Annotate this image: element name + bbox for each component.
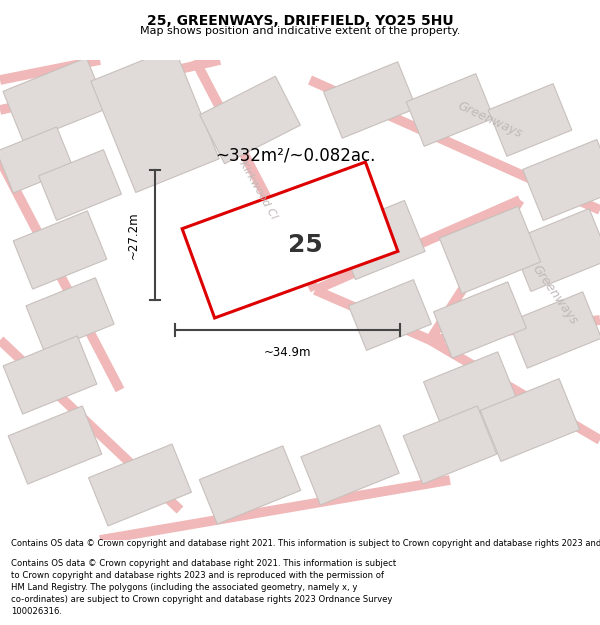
Text: 25: 25 bbox=[287, 233, 322, 257]
Polygon shape bbox=[91, 48, 219, 192]
Polygon shape bbox=[26, 278, 114, 352]
Polygon shape bbox=[89, 444, 191, 526]
Polygon shape bbox=[480, 379, 580, 461]
Polygon shape bbox=[439, 206, 541, 294]
Text: Greenways: Greenways bbox=[455, 99, 524, 141]
Text: 100026316.: 100026316. bbox=[11, 607, 62, 616]
Text: Greenways: Greenways bbox=[530, 262, 580, 328]
Polygon shape bbox=[523, 139, 600, 221]
Polygon shape bbox=[3, 58, 107, 142]
Polygon shape bbox=[182, 162, 398, 318]
Polygon shape bbox=[349, 279, 431, 351]
Polygon shape bbox=[38, 149, 121, 221]
Text: to Crown copyright and database rights 2023 and is reproduced with the permissio: to Crown copyright and database rights 2… bbox=[11, 571, 384, 580]
Text: Contains OS data © Crown copyright and database right 2021. This information is : Contains OS data © Crown copyright and d… bbox=[11, 539, 600, 548]
Polygon shape bbox=[199, 446, 301, 524]
Polygon shape bbox=[434, 282, 526, 358]
Polygon shape bbox=[8, 406, 102, 484]
Polygon shape bbox=[406, 74, 494, 146]
Polygon shape bbox=[510, 209, 600, 291]
Polygon shape bbox=[301, 425, 399, 505]
Polygon shape bbox=[13, 211, 107, 289]
Text: Map shows position and indicative extent of the property.: Map shows position and indicative extent… bbox=[140, 26, 460, 36]
Text: co-ordinates) are subject to Crown copyright and database rights 2023 Ordnance S: co-ordinates) are subject to Crown copyr… bbox=[11, 595, 392, 604]
Text: Kirkwood Cl: Kirkwood Cl bbox=[237, 159, 279, 221]
Polygon shape bbox=[403, 406, 497, 484]
Polygon shape bbox=[3, 336, 97, 414]
Polygon shape bbox=[509, 292, 600, 368]
Text: HM Land Registry. The polygons (including the associated geometry, namely x, y: HM Land Registry. The polygons (includin… bbox=[11, 583, 357, 592]
Polygon shape bbox=[323, 62, 416, 138]
Text: ~27.2m: ~27.2m bbox=[127, 211, 139, 259]
Text: Contains OS data © Crown copyright and database right 2021. This information is : Contains OS data © Crown copyright and d… bbox=[11, 559, 396, 568]
Polygon shape bbox=[335, 201, 425, 279]
Polygon shape bbox=[200, 76, 301, 164]
Polygon shape bbox=[488, 84, 572, 156]
Text: 25, GREENWAYS, DRIFFIELD, YO25 5HU: 25, GREENWAYS, DRIFFIELD, YO25 5HU bbox=[146, 14, 454, 28]
Polygon shape bbox=[0, 127, 74, 193]
Text: ~332m²/~0.082ac.: ~332m²/~0.082ac. bbox=[215, 146, 375, 164]
Polygon shape bbox=[424, 352, 517, 428]
Text: ~34.9m: ~34.9m bbox=[264, 346, 311, 359]
